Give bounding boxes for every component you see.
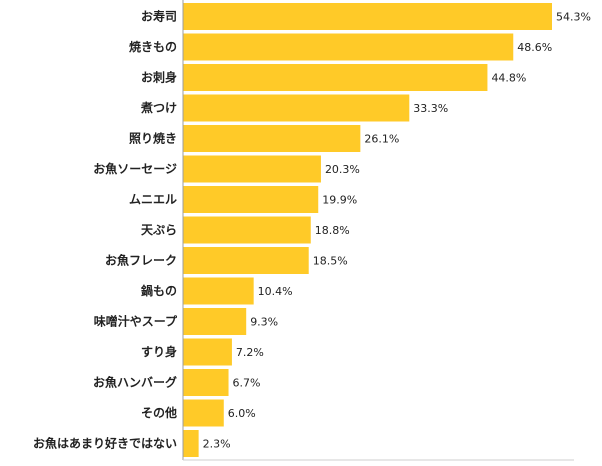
value-label: 18.8% [315,224,350,237]
category-labels: お寿司焼きものお刺身煮つけ照り焼きお魚ソーセージムニエル天ぷらお魚フレーク鍋もの… [33,9,178,451]
category-label: お寿司 [141,9,177,24]
category-label: 焼きもの [129,39,177,54]
category-label: 鍋もの [141,283,177,298]
category-label: 煮つけ [140,100,177,115]
value-label: 6.7% [233,377,261,390]
bar [183,308,247,335]
category-label: 天ぷら [141,223,177,237]
bar [183,3,552,30]
category-label: お魚はあまり好きではない [33,436,177,451]
bar [183,399,224,427]
value-label: 18.5% [313,255,348,268]
value-label: 54.3% [556,11,591,24]
value-label: 10.4% [258,285,293,298]
value-label: 48.6% [517,41,552,54]
value-label: 9.3% [250,316,278,329]
bar [183,338,232,366]
bar [183,64,488,91]
value-label: 26.1% [364,133,399,146]
category-label: すり身 [141,344,177,359]
bar [183,33,514,61]
category-label: ムニエル [129,193,177,207]
category-label: お魚フレーク [105,253,177,268]
bar [183,216,311,244]
bar [183,247,309,274]
value-label: 44.8% [491,72,526,85]
value-labels: 54.3% 48.6% 44.8% 33.3% 26.1% 20.3% 19.9% 18.8%… [203,11,591,451]
bar [183,125,361,152]
bar [183,369,229,396]
category-label: お魚ソーセージ [93,161,177,176]
value-label: 20.3% [325,163,360,176]
value-label: 2.3% [203,438,231,451]
bars-layer [183,3,552,457]
bar [183,277,254,305]
category-label: お魚ハンバーグ [93,375,177,390]
value-label: 7.2% [236,346,264,359]
category-label: 味噌汁やスープ [94,314,178,329]
category-label: お刺身 [141,70,177,85]
category-label: 照り焼き [129,131,177,146]
bar [183,155,321,183]
category-label: その他 [141,405,177,420]
value-label: 6.0% [228,407,256,420]
bar [183,94,410,122]
bar [183,186,319,213]
value-label: 33.3% [413,102,448,115]
bar [183,430,199,457]
value-label: 19.9% [322,194,357,207]
